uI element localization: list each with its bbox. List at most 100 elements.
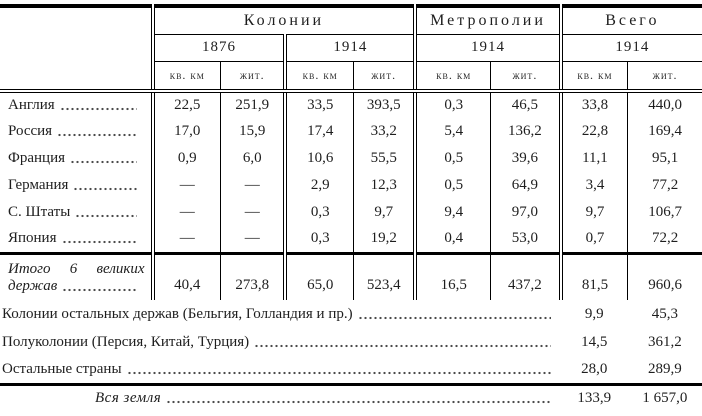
value-cell: — <box>150 199 221 226</box>
unit-km: кв. км <box>413 61 491 93</box>
value-cell: 0,5 <box>413 172 491 199</box>
table-row-france: Франция 0,9 6,0 10,6 55,5 0,5 39,6 11,1 … <box>0 145 702 172</box>
dot-leader <box>57 133 137 137</box>
value-cell: 53,0 <box>490 226 561 255</box>
value-cell: 55,5 <box>353 145 416 172</box>
value-cell: 16,5 <box>413 253 491 300</box>
value-cell: 19,2 <box>353 226 416 255</box>
table-row-england: Англия 22,5 251,9 33,5 393,5 0,3 46,5 33… <box>0 91 702 118</box>
statistics-table: Колонии Метрополии Всего 1876 1914 1914 … <box>0 4 702 412</box>
column-group-total: Всего <box>558 6 702 35</box>
year-header-row: 1876 1914 1914 1914 <box>0 34 702 62</box>
value-cell: 9,9 <box>584 305 604 322</box>
column-group-colonies: Колонии <box>150 6 416 35</box>
table-row-usa: С. Штаты — — 0,3 9,7 9,4 97,0 9,7 106,7 <box>0 199 702 226</box>
value-cell: 0,7 <box>558 226 628 255</box>
value-cell: 97,0 <box>490 199 561 226</box>
row-title: Остальные страны <box>2 360 122 377</box>
value-cell: 960,6 <box>627 253 702 300</box>
dot-leader <box>70 160 137 164</box>
value-cell: 0,9 <box>150 145 221 172</box>
value-cell: 46,5 <box>490 91 561 118</box>
value-cell: 28,0 <box>560 356 628 386</box>
country-name: С. Штаты <box>8 204 71 220</box>
value-cell: 9,7 <box>558 199 628 226</box>
table-row-total-six-powers: Итого 6 великих держав 40,4 273,8 65,0 5… <box>0 253 702 300</box>
country-name: Япония <box>8 230 57 247</box>
value-cell: 393,5 <box>353 91 416 118</box>
value-cell: 2,9 <box>283 172 354 199</box>
dot-leader <box>166 400 551 405</box>
value-cell: 361,2 <box>647 333 682 350</box>
wide-row-label: Колонии остальных держав (Бельгия, Голла… <box>0 300 561 328</box>
value-cell: — <box>220 172 286 199</box>
value-cell: 33,2 <box>353 118 416 145</box>
value-cell: 95,1 <box>627 145 702 172</box>
row-label: Германия <box>0 172 153 199</box>
value-cell: 64,9 <box>490 172 561 199</box>
value-cell: 273,8 <box>220 253 286 300</box>
value-cell: 17,0 <box>150 118 221 145</box>
value-cell: 0,5 <box>413 145 491 172</box>
row-label: С. Штаты <box>0 199 153 226</box>
table-row-russia: Россия 17,0 15,9 17,4 33,2 5,4 136,2 22,… <box>0 118 702 145</box>
value-cell: 0,3 <box>283 199 354 226</box>
value-cell: 3,4 <box>558 172 628 199</box>
footer-row-label: Вся земля <box>0 384 561 412</box>
value-cell: 12,3 <box>353 172 416 199</box>
value-cell: 11,1 <box>558 145 628 172</box>
value-cell: 289,9 <box>627 356 702 386</box>
unit-km: кв. км <box>558 61 628 93</box>
dot-leader <box>62 288 137 292</box>
row-label: Англия <box>0 91 153 118</box>
value-cell: 9,7 <box>353 199 416 226</box>
dot-leader <box>61 240 137 245</box>
total-label-word: держав <box>8 278 58 294</box>
value-cell: 45,3 <box>651 305 678 322</box>
table-row-semicolonies: Полуколонии (Персия, Китай, Турция) 14,5… <box>0 328 702 356</box>
value-cell: 437,2 <box>490 253 561 300</box>
year-total-1914: 1914 <box>558 34 702 62</box>
row-title: Вся земля <box>95 390 162 407</box>
dot-leader <box>75 214 137 218</box>
year-metropolises-1914: 1914 <box>413 34 561 62</box>
year-colonies-1914: 1914 <box>283 34 416 62</box>
value-cell: 136,2 <box>490 118 561 145</box>
total-label-word: Итого <box>8 261 51 277</box>
unit-zhit: жит. <box>627 61 702 93</box>
value-cell: 5,4 <box>413 118 491 145</box>
value-cell: 10,6 <box>283 145 354 172</box>
table-row-other-colonies: Колонии остальных держав (Бельгия, Голла… <box>0 300 702 328</box>
value-cell: 33,5 <box>283 91 354 118</box>
wide-row-label: Остальные страны <box>0 356 561 386</box>
unit-zhit: жит. <box>353 61 416 93</box>
value-cell: 81,5 <box>558 253 628 300</box>
country-name: Германия <box>8 177 69 193</box>
value-cell: 65,0 <box>283 253 354 300</box>
value-cell: 39,6 <box>490 145 561 172</box>
value-cell: 72,2 <box>627 226 702 255</box>
value-cell: 440,0 <box>627 91 702 118</box>
country-name: Россия <box>8 123 53 139</box>
table-row-germany: Германия — — 2,9 12,3 0,5 64,9 3,4 77,2 <box>0 172 702 199</box>
total-row-label: Итого 6 великих держав <box>0 253 153 300</box>
corner-cell <box>0 6 153 93</box>
dot-leader <box>126 370 551 375</box>
group-header-row: Колонии Метрополии Всего <box>0 6 702 93</box>
value-cell: 523,4 <box>353 253 416 300</box>
value-cell: 40,4 <box>150 253 221 300</box>
value-cell: — <box>220 199 286 226</box>
value-cell: 9,4 <box>413 199 491 226</box>
value-cell: 0,3 <box>413 91 491 118</box>
value-cell: 14,5 <box>581 333 608 350</box>
value-cell: 1 657,0 <box>642 390 688 407</box>
row-label: Россия <box>0 118 153 145</box>
country-name: Англия <box>8 97 55 113</box>
value-cell: 15,9 <box>220 118 286 145</box>
row-label: Франция <box>0 145 153 172</box>
value-cell: 0,3 <box>283 226 354 255</box>
value-cell: 6,0 <box>220 145 286 172</box>
dot-leader <box>254 343 551 348</box>
total-label-word: 6 <box>69 261 78 277</box>
